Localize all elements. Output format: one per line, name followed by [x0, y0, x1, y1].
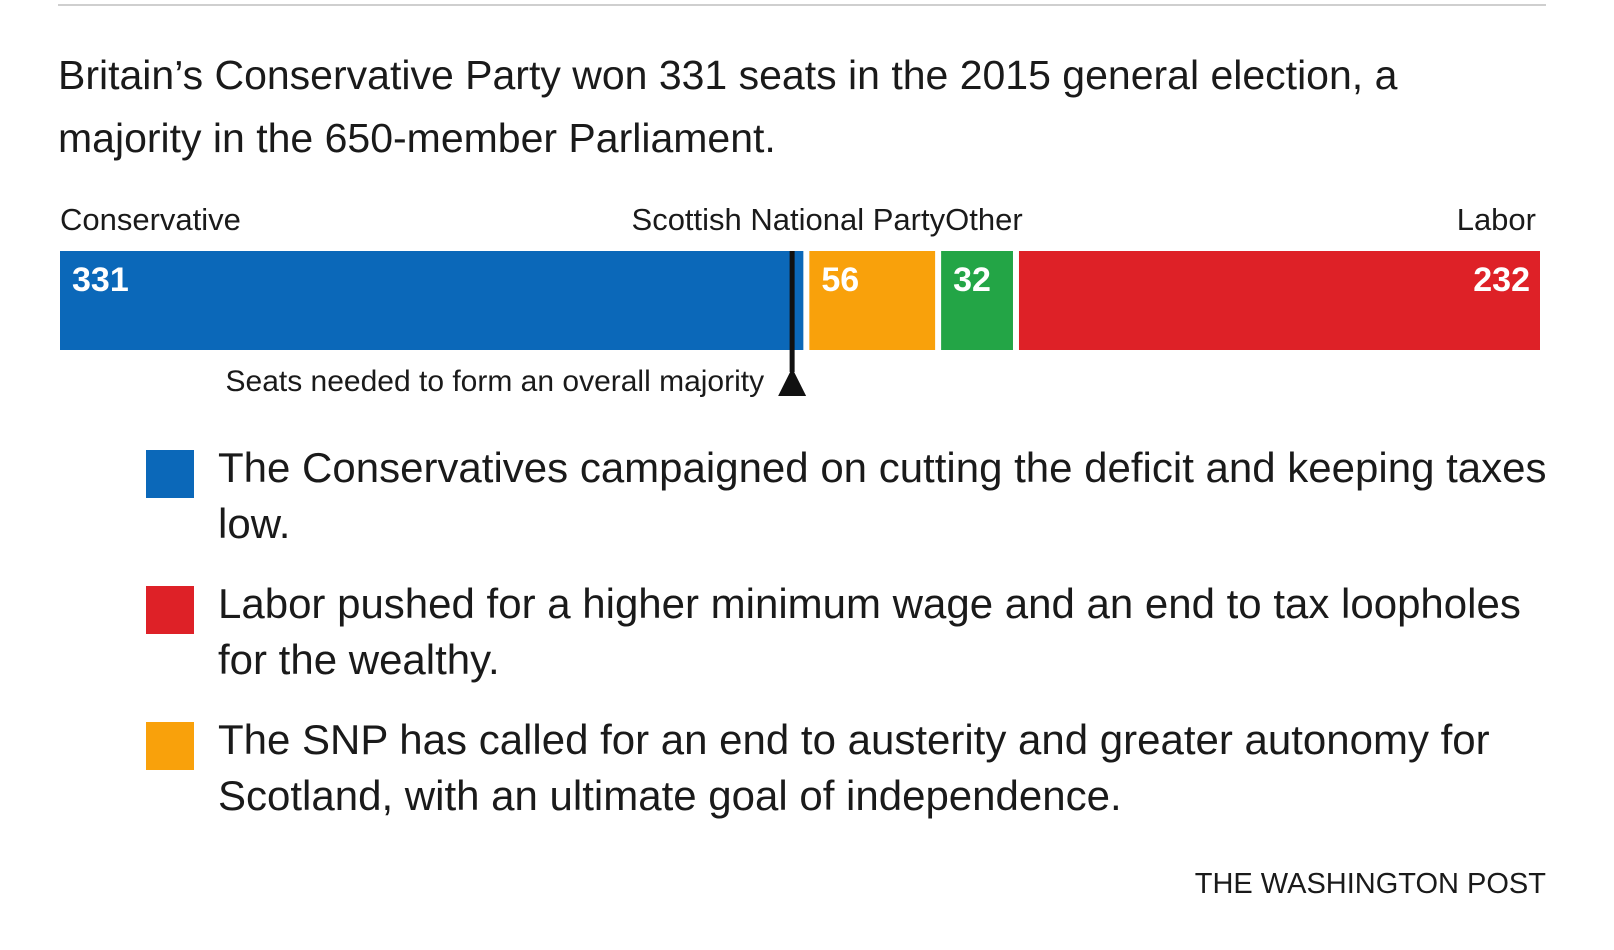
majority-note: Seats needed to form an overall majority — [225, 365, 765, 398]
bar-segment-other — [941, 251, 1013, 350]
party-label-snp: Scottish National Party — [631, 202, 946, 237]
party-label-other: Other — [945, 202, 1023, 237]
bar-value-snp: 56 — [821, 261, 859, 299]
note-snp-text: The SNP has called for an end to austeri… — [218, 716, 1490, 819]
party-label-labor: Labor — [1456, 202, 1536, 237]
note-conservative-text: The Conservatives campaigned on cutting … — [218, 444, 1547, 547]
labor-swatch — [146, 586, 194, 634]
top-rule — [58, 4, 1546, 6]
party-label-conservative: Conservative — [60, 202, 241, 237]
note-labor-text: Labor pushed for a higher minimum wage a… — [218, 580, 1521, 683]
bar-segment-labor — [1018, 251, 1540, 350]
bar-segment-conservative — [60, 251, 804, 350]
chart-title: Britain’s Conservative Party won 331 sea… — [58, 52, 1398, 161]
majority-marker-arrow — [778, 368, 807, 396]
bar-value-other: 32 — [953, 261, 991, 299]
bar-segment-snp — [809, 251, 936, 350]
bar-value-conservative: 331 — [72, 261, 129, 299]
source-credit: THE WASHINGTON POST — [1194, 868, 1546, 900]
majority-marker-line — [789, 251, 795, 372]
bar-value-labor: 232 — [1473, 261, 1530, 299]
snp-swatch — [146, 722, 194, 770]
conservative-swatch — [146, 450, 194, 498]
